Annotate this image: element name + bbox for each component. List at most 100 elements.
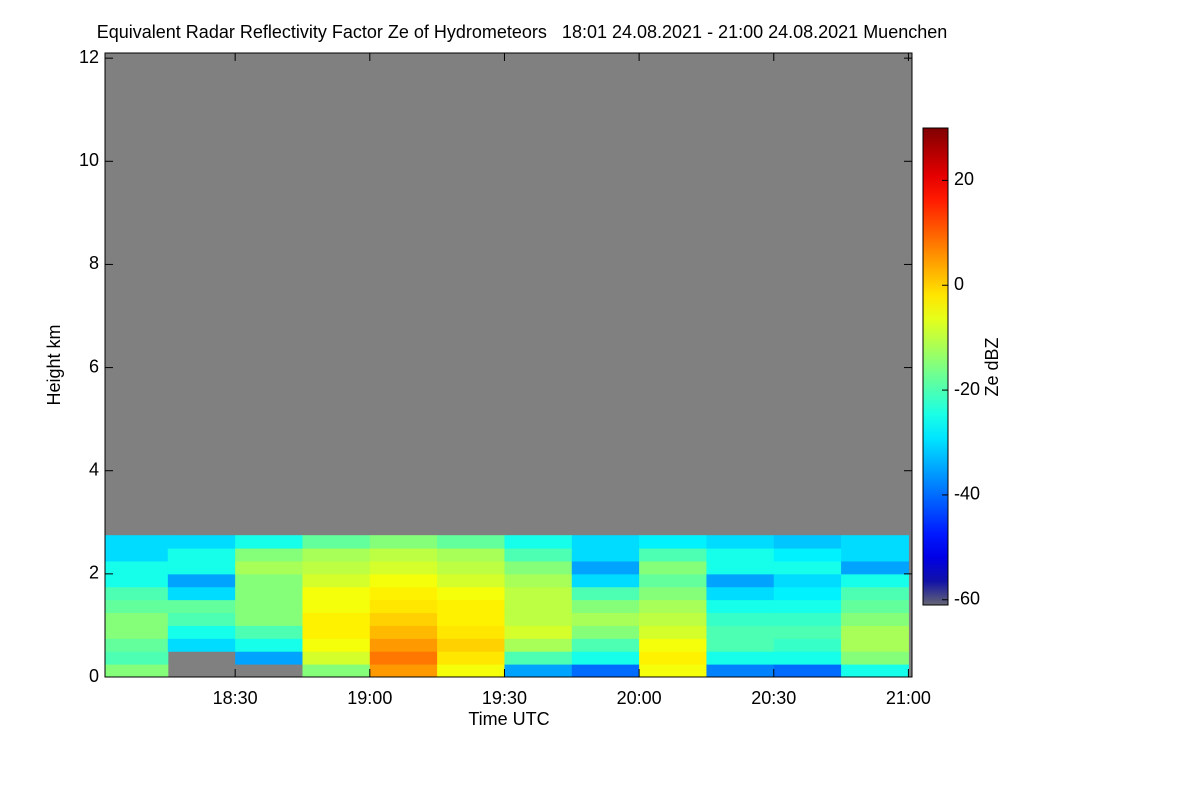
heatmap-cell bbox=[504, 548, 573, 562]
heatmap-cell bbox=[639, 535, 707, 549]
heatmap-cell bbox=[167, 599, 236, 614]
heatmap-cell bbox=[105, 638, 169, 652]
heatmap-cell bbox=[571, 664, 640, 677]
colorbar-tick-label: -60 bbox=[954, 589, 980, 609]
heatmap-cell bbox=[571, 573, 640, 588]
y-tick-label: 12 bbox=[79, 47, 99, 67]
heatmap-cell bbox=[105, 560, 169, 575]
heatmap-cell bbox=[639, 586, 707, 601]
heatmap-cell bbox=[571, 586, 640, 601]
heatmap-cell bbox=[773, 560, 842, 575]
x-tick-label: 19:00 bbox=[347, 688, 392, 708]
heatmap-cell bbox=[302, 612, 371, 626]
heatmap-cell bbox=[639, 599, 707, 614]
heatmap-cell bbox=[706, 548, 775, 562]
heatmap-cell bbox=[235, 625, 303, 639]
heatmap-cell bbox=[773, 535, 842, 549]
heatmap-cell bbox=[571, 651, 640, 665]
heatmap-cell bbox=[235, 638, 303, 652]
heatmap-cell bbox=[369, 638, 438, 652]
heatmap-cell bbox=[302, 586, 371, 601]
heatmap-cell bbox=[706, 573, 775, 588]
heatmap-cell bbox=[504, 599, 573, 614]
y-tick-label: 8 bbox=[89, 253, 99, 273]
heatmap-cell bbox=[369, 535, 438, 549]
heatmap-cell bbox=[302, 599, 371, 614]
colorbar-tick-label: 0 bbox=[954, 274, 964, 294]
y-tick-label: 0 bbox=[89, 666, 99, 686]
y-tick-label: 2 bbox=[89, 563, 99, 583]
colorbar bbox=[922, 127, 949, 606]
heatmap-cell bbox=[571, 625, 640, 639]
heatmap-cell bbox=[167, 548, 236, 562]
heatmap-cell bbox=[235, 612, 303, 626]
heatmap-cell bbox=[504, 651, 573, 665]
heatmap-cell bbox=[369, 560, 438, 575]
heatmap-cell bbox=[167, 573, 236, 588]
heatmap-cell bbox=[437, 586, 505, 601]
heatmap-cell bbox=[437, 651, 505, 665]
heatmap-cell bbox=[369, 548, 438, 562]
heatmap-cell bbox=[235, 651, 303, 665]
heatmap-cell bbox=[639, 651, 707, 665]
heatmap-cell bbox=[504, 586, 573, 601]
heatmap-cell bbox=[302, 625, 371, 639]
heatmap-cell bbox=[706, 651, 775, 665]
y-axis-label: Height km bbox=[44, 324, 64, 405]
heatmap-cell bbox=[841, 625, 909, 639]
heatmap-cell bbox=[773, 586, 842, 601]
heatmap-cell bbox=[706, 638, 775, 652]
heatmap-cell bbox=[369, 651, 438, 665]
heatmap-cell bbox=[369, 586, 438, 601]
plot-frame bbox=[104, 52, 913, 678]
heatmap-cell bbox=[235, 560, 303, 575]
plot-area bbox=[105, 53, 912, 677]
heatmap-cell bbox=[706, 625, 775, 639]
heatmap-cell bbox=[773, 548, 842, 562]
heatmap-cell bbox=[235, 586, 303, 601]
heatmap-cell bbox=[841, 664, 909, 677]
heatmap-cell bbox=[105, 599, 169, 614]
heatmap-cell bbox=[773, 573, 842, 588]
heatmap-cell bbox=[841, 573, 909, 588]
heatmap-cell bbox=[105, 612, 169, 626]
heatmap-cell bbox=[706, 612, 775, 626]
heatmap-cell bbox=[639, 573, 707, 588]
heatmap-cell bbox=[369, 612, 438, 626]
heatmap-cell bbox=[773, 599, 842, 614]
heatmap-cell bbox=[841, 651, 909, 665]
heatmap-cell bbox=[639, 560, 707, 575]
heatmap-cell bbox=[437, 625, 505, 639]
heatmap-cell bbox=[167, 560, 236, 575]
heatmap-cell bbox=[302, 651, 371, 665]
heatmap-cell bbox=[105, 586, 169, 601]
heatmap-cell bbox=[841, 535, 909, 549]
heatmap-cell bbox=[369, 573, 438, 588]
heatmap-cell bbox=[167, 612, 236, 626]
heatmap-cell bbox=[105, 625, 169, 639]
colorbar-label: Ze dBZ bbox=[982, 337, 1002, 396]
heatmap-cell bbox=[302, 535, 371, 549]
heatmap-cell bbox=[437, 548, 505, 562]
heatmap-cell bbox=[571, 612, 640, 626]
axes: 0 2 4 6 8 10 12 18:30 19:00 19:30 20:00 20:30 21:00 -… bbox=[79, 47, 980, 708]
heatmap-cell bbox=[437, 535, 505, 549]
y-tick-label: 6 bbox=[89, 356, 99, 376]
x-tick-label: 21:00 bbox=[886, 688, 931, 708]
heatmap-cell bbox=[639, 664, 707, 677]
x-axis-label: Time UTC bbox=[468, 709, 549, 729]
heatmap-cell bbox=[105, 664, 169, 677]
heatmap-cell bbox=[302, 573, 371, 588]
heatmap-cell bbox=[571, 535, 640, 549]
heatmap-cell bbox=[167, 535, 236, 549]
heatmap-cell bbox=[437, 599, 505, 614]
heatmap-cell bbox=[437, 638, 505, 652]
heatmap-cell bbox=[706, 535, 775, 549]
heatmap-cell bbox=[504, 612, 573, 626]
heatmap-cell bbox=[369, 625, 438, 639]
heatmap-cell bbox=[841, 612, 909, 626]
heatmap-cell bbox=[504, 625, 573, 639]
heatmap-cell bbox=[706, 560, 775, 575]
heatmap-cell bbox=[841, 638, 909, 652]
